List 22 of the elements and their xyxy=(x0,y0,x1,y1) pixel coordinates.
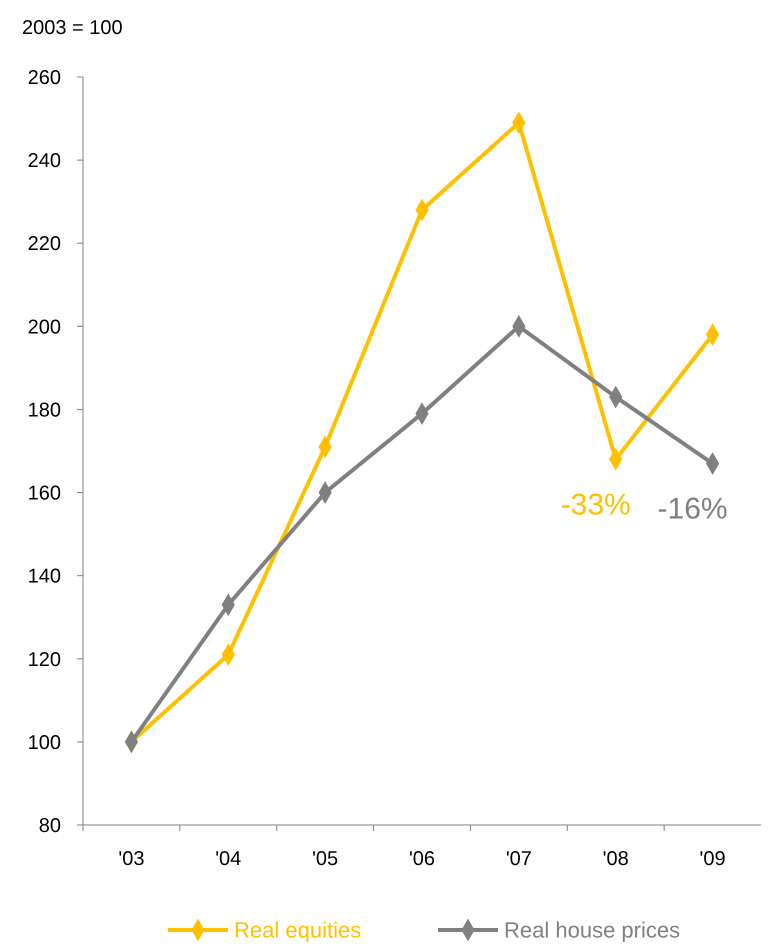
legend-label: Real house prices xyxy=(504,918,680,943)
y-tick-label: 100 xyxy=(28,732,61,754)
y-tick-label: 160 xyxy=(28,482,61,505)
annotation: -33% xyxy=(560,488,631,522)
x-tick-label: '04 xyxy=(215,848,242,870)
x-tick-label: '07 xyxy=(506,848,532,870)
x-tick-label: '09 xyxy=(700,848,726,870)
y-tick-label: 220 xyxy=(28,233,61,256)
y-tick-label: 260 xyxy=(28,67,61,89)
y-tick-label: 240 xyxy=(28,150,61,172)
y-tick-label: 140 xyxy=(28,566,61,588)
y-tick-label: 80 xyxy=(38,815,61,837)
x-tick-label: '03 xyxy=(118,848,144,870)
y-tick-label: 180 xyxy=(28,399,61,422)
x-tick-label: '08 xyxy=(602,848,629,870)
y-tick-label: 200 xyxy=(28,316,61,338)
y-tick-label: 120 xyxy=(28,648,61,671)
annotation: -16% xyxy=(658,492,728,526)
x-tick-label: '06 xyxy=(408,848,436,870)
legend-label: Real equities xyxy=(234,918,362,943)
x-tick-label: '05 xyxy=(312,848,338,870)
y-axis-title: 2003 = 100 xyxy=(22,17,123,39)
